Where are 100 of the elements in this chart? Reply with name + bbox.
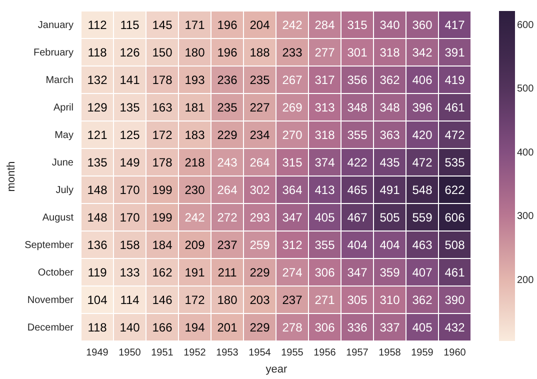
y-tick-label: April: [53, 102, 74, 114]
y-tick-label: May: [54, 130, 74, 141]
data-label: 242: [184, 210, 206, 224]
x-tick-label: 1957: [346, 348, 369, 358]
data-label: 150: [152, 45, 173, 60]
data-label: 347: [282, 210, 303, 224]
data-label: 435: [380, 155, 400, 170]
data-label: 236: [217, 72, 238, 87]
data-label: 132: [87, 72, 108, 87]
x-tick-label: 1951: [151, 348, 174, 358]
data-label: 310: [380, 292, 400, 307]
data-label: 172: [184, 292, 206, 307]
data-label: 203: [250, 292, 270, 307]
data-label: 417: [444, 18, 466, 32]
data-label: 407: [412, 265, 433, 280]
data-label: 337: [380, 320, 400, 334]
data-label: 178: [152, 72, 173, 87]
data-label: 336: [347, 320, 368, 334]
data-label: 272: [217, 210, 238, 224]
data-label: 278: [282, 320, 303, 334]
x-tick-label: 1958: [378, 348, 402, 358]
data-label: 115: [120, 18, 140, 32]
data-label: 191: [184, 265, 206, 280]
data-label: 125: [120, 128, 140, 142]
data-label: 405: [314, 210, 336, 224]
data-label: 535: [444, 155, 466, 170]
x-tick-label: 1956: [314, 348, 336, 358]
data-label: 218: [184, 155, 206, 170]
data-label: 508: [444, 238, 466, 252]
data-label: 229: [250, 265, 270, 280]
data-label: 184: [152, 238, 173, 252]
y-tick-label: August: [42, 212, 74, 224]
data-label: 306: [314, 320, 336, 334]
data-label: 348: [380, 100, 400, 114]
data-label: 267: [282, 72, 303, 87]
data-label: 306: [314, 265, 336, 280]
data-label: 293: [250, 210, 270, 224]
data-label: 340: [380, 18, 400, 32]
data-label: 606: [444, 210, 466, 224]
data-label: 347: [347, 265, 368, 280]
data-label: 390: [444, 292, 466, 307]
data-label: 172: [152, 128, 173, 142]
x-axis-title: year: [266, 364, 288, 376]
data-label: 163: [152, 100, 173, 114]
color-bar-label: 200: [517, 274, 534, 286]
data-label: 145: [152, 18, 173, 32]
data-label: 432: [444, 320, 466, 334]
data-label: 465: [347, 182, 368, 197]
color-bar-label: 400: [517, 147, 534, 158]
data-label: 233: [282, 45, 303, 60]
data-label: 119: [88, 265, 108, 280]
data-label: 104: [87, 292, 108, 307]
data-label: 356: [347, 72, 368, 87]
y-tick-label: September: [24, 240, 74, 251]
data-label: 413: [314, 182, 336, 197]
data-label: 158: [120, 238, 140, 252]
data-label: 162: [152, 265, 173, 280]
data-label: 121: [87, 128, 108, 142]
data-label: 235: [250, 72, 270, 87]
data-label: 420: [412, 128, 433, 142]
data-label: 166: [152, 320, 173, 334]
data-label: 180: [184, 45, 206, 60]
data-label: 242: [282, 18, 303, 32]
data-label: 364: [282, 182, 303, 197]
data-label: 363: [380, 128, 400, 142]
y-tick-label: March: [46, 74, 74, 86]
data-label: 404: [380, 238, 400, 252]
data-label: 114: [120, 292, 140, 307]
data-label: 229: [217, 128, 238, 142]
data-label: 396: [412, 100, 433, 114]
data-label: 135: [120, 100, 140, 114]
data-label: 194: [184, 320, 206, 334]
x-tick-label: 1959: [411, 348, 434, 358]
data-label: 312: [282, 238, 303, 252]
data-label: 235: [217, 100, 238, 114]
data-label: 118: [88, 320, 108, 334]
data-label: 140: [120, 320, 140, 334]
data-label: 548: [412, 182, 433, 197]
data-label: 559: [412, 210, 433, 224]
y-tick-label: June: [52, 157, 74, 168]
data-label: 270: [282, 128, 303, 142]
data-label: 259: [250, 238, 270, 252]
x-tick-label: 1953: [216, 348, 239, 358]
data-label: 199: [152, 182, 173, 197]
data-label: 318: [380, 45, 400, 60]
data-label: 317: [314, 72, 336, 87]
data-label: 237: [217, 238, 238, 252]
data-label: 404: [347, 238, 368, 252]
data-label: 237: [282, 292, 303, 307]
data-label: 318: [314, 128, 336, 142]
data-label: 199: [152, 210, 173, 224]
color-bar-label: 300: [517, 211, 534, 222]
data-label: 315: [347, 18, 368, 32]
data-label: 243: [217, 155, 238, 170]
data-label: 193: [184, 72, 206, 87]
data-label: 170: [120, 210, 140, 224]
data-label: 461: [444, 100, 466, 114]
data-label: 355: [347, 128, 368, 142]
color-bar-label: 500: [517, 84, 534, 95]
data-label: 355: [314, 238, 336, 252]
